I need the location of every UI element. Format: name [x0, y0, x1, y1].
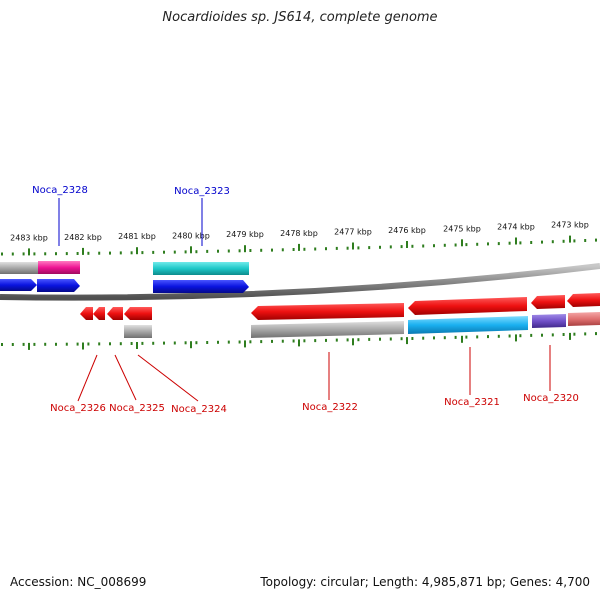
- ruler-label: 2483 kbp: [10, 233, 48, 242]
- ruler-label: 2474 kbp: [497, 223, 535, 232]
- gene-reverse-noca-2325b[interactable]: [107, 307, 123, 320]
- gene-reverse-right[interactable]: [567, 293, 600, 307]
- ruler-label: 2477 kbp: [334, 228, 372, 237]
- genome-summary-text: Topology: circular; Length: 4,985,871 bp…: [260, 575, 590, 589]
- gene-label-noca-2325[interactable]: Noca_2325: [109, 403, 165, 414]
- ruler-bottom: [1, 332, 597, 350]
- ruler-label: 2481 kbp: [118, 232, 156, 241]
- gene-label-noca-2324[interactable]: Noca_2324: [171, 404, 227, 415]
- ruler-label: 2482 kbp: [64, 233, 102, 242]
- feature-sky[interactable]: [408, 316, 528, 334]
- gene-label-noca-2321[interactable]: Noca_2321: [444, 397, 500, 408]
- gene-forward-noca-2323[interactable]: [153, 280, 249, 293]
- ruler-label: 2476 kbp: [388, 226, 426, 235]
- ruler-top: [1, 235, 597, 256]
- feature-gray-left[interactable]: [0, 262, 38, 274]
- gene-reverse-noca-2322[interactable]: [251, 303, 404, 320]
- feature-cyan[interactable]: [153, 262, 249, 275]
- genome-backbone: [0, 263, 600, 301]
- gene-forward-left[interactable]: [0, 279, 37, 291]
- accession-text: Accession: NC_008699: [10, 575, 147, 589]
- ruler-label: 2475 kbp: [443, 224, 481, 233]
- leader-noca-2324: [137, 354, 199, 402]
- gene-reverse-noca-2324[interactable]: [124, 307, 152, 320]
- gene-label-noca-2328[interactable]: Noca_2328: [32, 185, 88, 196]
- feature-pink[interactable]: [568, 312, 600, 326]
- gene-reverse-noca-2326[interactable]: [80, 307, 93, 320]
- gene-label-noca-2326[interactable]: Noca_2326: [50, 403, 106, 414]
- feature-gray-long[interactable]: [251, 321, 404, 338]
- feature-gray-small[interactable]: [124, 325, 152, 338]
- leader-noca-2326: [77, 354, 98, 402]
- ruler-label: 2479 kbp: [226, 230, 264, 239]
- gene-label-noca-2322[interactable]: Noca_2322: [302, 402, 358, 413]
- gene-forward-noca-2328[interactable]: [37, 279, 80, 292]
- feature-purple[interactable]: [532, 314, 566, 328]
- feature-magenta[interactable]: [38, 261, 80, 274]
- map-title: Nocardioides sp. JS614, complete genome: [162, 10, 438, 25]
- ruler-labels: 2483 kbp 2482 kbp 2481 kbp 2480 kbp 2479 kbp…: [10, 221, 589, 243]
- ruler-label: 2480 kbp: [172, 231, 210, 240]
- gene-reverse-noca-2325a[interactable]: [93, 307, 105, 320]
- gene-reverse-noca-2320[interactable]: [531, 295, 565, 309]
- leader-noca-2325: [114, 354, 137, 401]
- ruler-label: 2478 kbp: [280, 229, 318, 238]
- gene-label-noca-2323[interactable]: Noca_2323: [174, 186, 230, 197]
- gene-reverse-noca-2321[interactable]: [408, 297, 527, 315]
- gene-label-noca-2320[interactable]: Noca_2320: [523, 393, 579, 404]
- ruler-label: 2473 kbp: [551, 221, 589, 230]
